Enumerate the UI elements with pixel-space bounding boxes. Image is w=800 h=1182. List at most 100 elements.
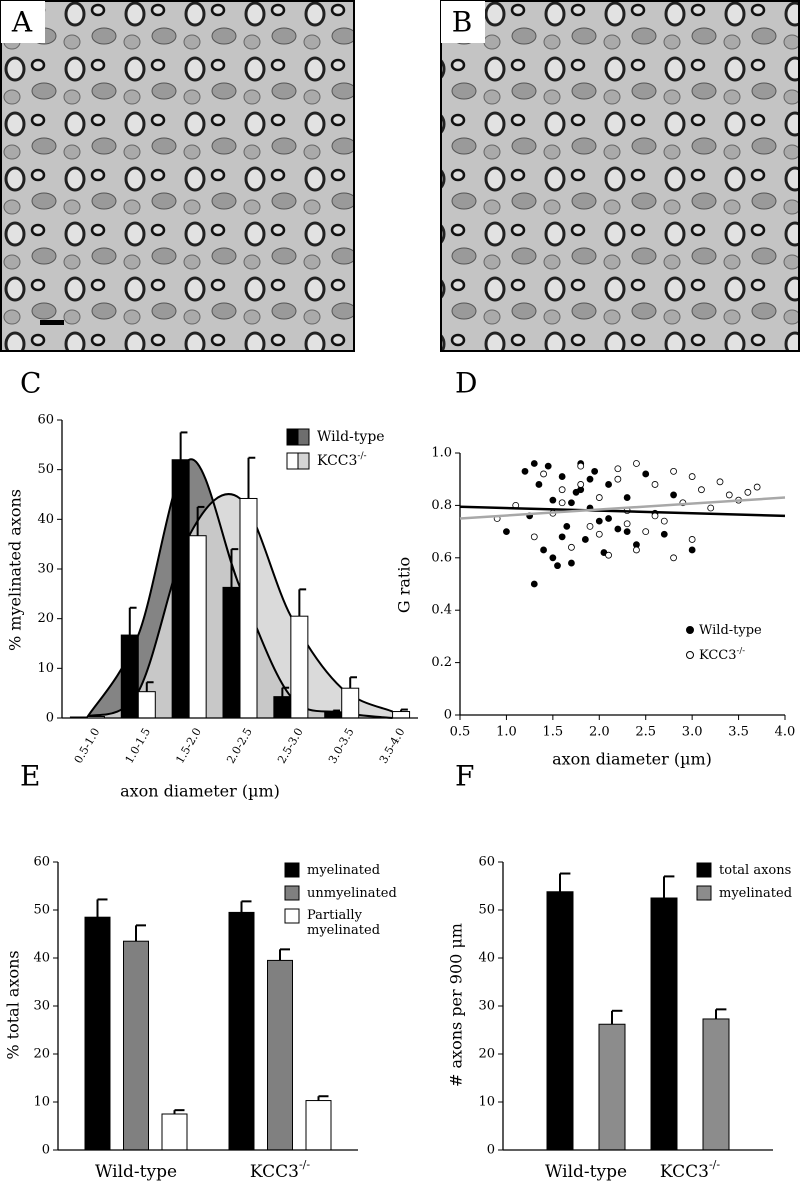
- y-axis-label: % total axons: [4, 950, 23, 1059]
- legend-marker: [686, 626, 694, 634]
- trend-line: [459, 505, 786, 518]
- legend-label-main: unmyelinated: [307, 886, 397, 901]
- bar: [239, 497, 258, 719]
- y-tick-label: 0.2: [431, 655, 452, 670]
- micrograph: [440, 0, 800, 352]
- bar: [305, 1100, 332, 1151]
- error-bar: [145, 681, 154, 692]
- point: [577, 462, 585, 470]
- point: [605, 515, 612, 522]
- x-tick-label-main: KCC3: [250, 1162, 299, 1182]
- bar: [228, 911, 255, 1151]
- error-bar: [173, 1109, 185, 1114]
- point: [614, 525, 622, 533]
- point: [660, 517, 668, 525]
- y-tick-label: 50: [33, 903, 50, 918]
- legend-label-main: myelinated: [307, 863, 380, 878]
- y-tick-label: 0: [487, 1143, 495, 1158]
- legend-swatch: [696, 885, 712, 901]
- y-tick-label: 20: [37, 611, 54, 626]
- y-tick-label: 0: [42, 1143, 50, 1158]
- point: [563, 522, 571, 530]
- point: [744, 488, 752, 496]
- x-tick-label: KCC3-/-: [660, 1158, 721, 1181]
- panel-label: D: [455, 367, 477, 400]
- legend-label-main: myelinated: [719, 886, 792, 901]
- x-axis-label: axon diameter (µm): [552, 750, 712, 769]
- legend-swatch: [284, 908, 300, 924]
- bar: [267, 959, 293, 1151]
- y-tick-label: 10: [478, 1095, 495, 1110]
- error-bar: [559, 872, 571, 892]
- bar: [84, 916, 111, 1151]
- bar: [702, 1018, 730, 1151]
- legend-label: myelinated: [307, 863, 380, 878]
- legend-label-main: total axons: [719, 863, 791, 878]
- point: [633, 546, 640, 554]
- error-bar: [196, 505, 205, 536]
- bar: [598, 1023, 626, 1151]
- point: [670, 554, 677, 562]
- error-bar: [96, 898, 108, 918]
- point: [558, 486, 566, 494]
- point: [623, 528, 631, 535]
- y-tick-label: 30: [37, 562, 54, 577]
- error-bar: [128, 606, 137, 636]
- point: [642, 528, 650, 535]
- y-tick-label: 10: [33, 1095, 50, 1110]
- point: [535, 481, 543, 488]
- point: [595, 494, 603, 501]
- bar: [324, 712, 343, 719]
- error-bar: [179, 431, 188, 460]
- error-bar: [611, 1009, 623, 1025]
- point: [554, 562, 561, 570]
- y-tick-label: 1.0: [431, 446, 452, 461]
- x-tick-label: 3.5-4.0: [377, 726, 408, 766]
- legend-label: total axons: [719, 863, 791, 878]
- x-tick-label: 1.5: [543, 725, 564, 740]
- point: [591, 467, 599, 475]
- legend-label: Wild-type: [699, 623, 762, 638]
- point: [530, 533, 538, 541]
- legend-label: Partially myelinated: [307, 908, 381, 938]
- y-tick-label: 0: [444, 708, 452, 723]
- panel-label: B: [452, 6, 473, 39]
- legend-label-main: KCC3: [317, 453, 357, 469]
- legend-swatch: [297, 452, 310, 470]
- error-bar: [279, 948, 290, 961]
- x-tick-label: 3.0-3.5: [326, 726, 357, 766]
- error-bar: [317, 1095, 329, 1101]
- legend-label-box: Partially myelinated: [307, 908, 381, 938]
- x-tick-label: 2.0: [589, 725, 610, 740]
- legend-marker: [686, 651, 694, 659]
- x-tick-label: Wild-type: [95, 1162, 177, 1182]
- y-tick-label: 60: [37, 413, 54, 428]
- x-tick-label: KCC3-/-: [250, 1158, 311, 1181]
- point: [753, 483, 761, 491]
- x-tick-label-main: Wild-type: [545, 1162, 627, 1182]
- x-tick-label: 4.0: [775, 725, 796, 740]
- point: [549, 496, 557, 504]
- point: [688, 473, 696, 480]
- point: [633, 460, 640, 467]
- bar: [171, 459, 190, 719]
- bar: [650, 897, 678, 1151]
- y-axis-label: G ratio: [395, 557, 414, 613]
- legend-label-sup: -/-: [737, 644, 746, 654]
- legend-label-main: Wild-type: [317, 429, 385, 445]
- y-tick-label: 50: [37, 462, 54, 477]
- point: [558, 533, 566, 541]
- point: [544, 462, 552, 470]
- bar: [188, 535, 207, 719]
- x-tick-label: 2.5: [635, 725, 656, 740]
- y-tick-label: 0: [46, 711, 54, 726]
- y-tick-label: 40: [33, 951, 50, 966]
- panel-label: A: [11, 6, 33, 39]
- y-tick-label: 40: [478, 951, 495, 966]
- bar: [161, 1113, 188, 1151]
- y-tick-label: 0.8: [431, 498, 452, 513]
- point: [530, 460, 538, 467]
- error-bar: [400, 708, 408, 712]
- legend-label: KCC3-/-: [699, 644, 745, 662]
- legend-swatch: [284, 885, 300, 901]
